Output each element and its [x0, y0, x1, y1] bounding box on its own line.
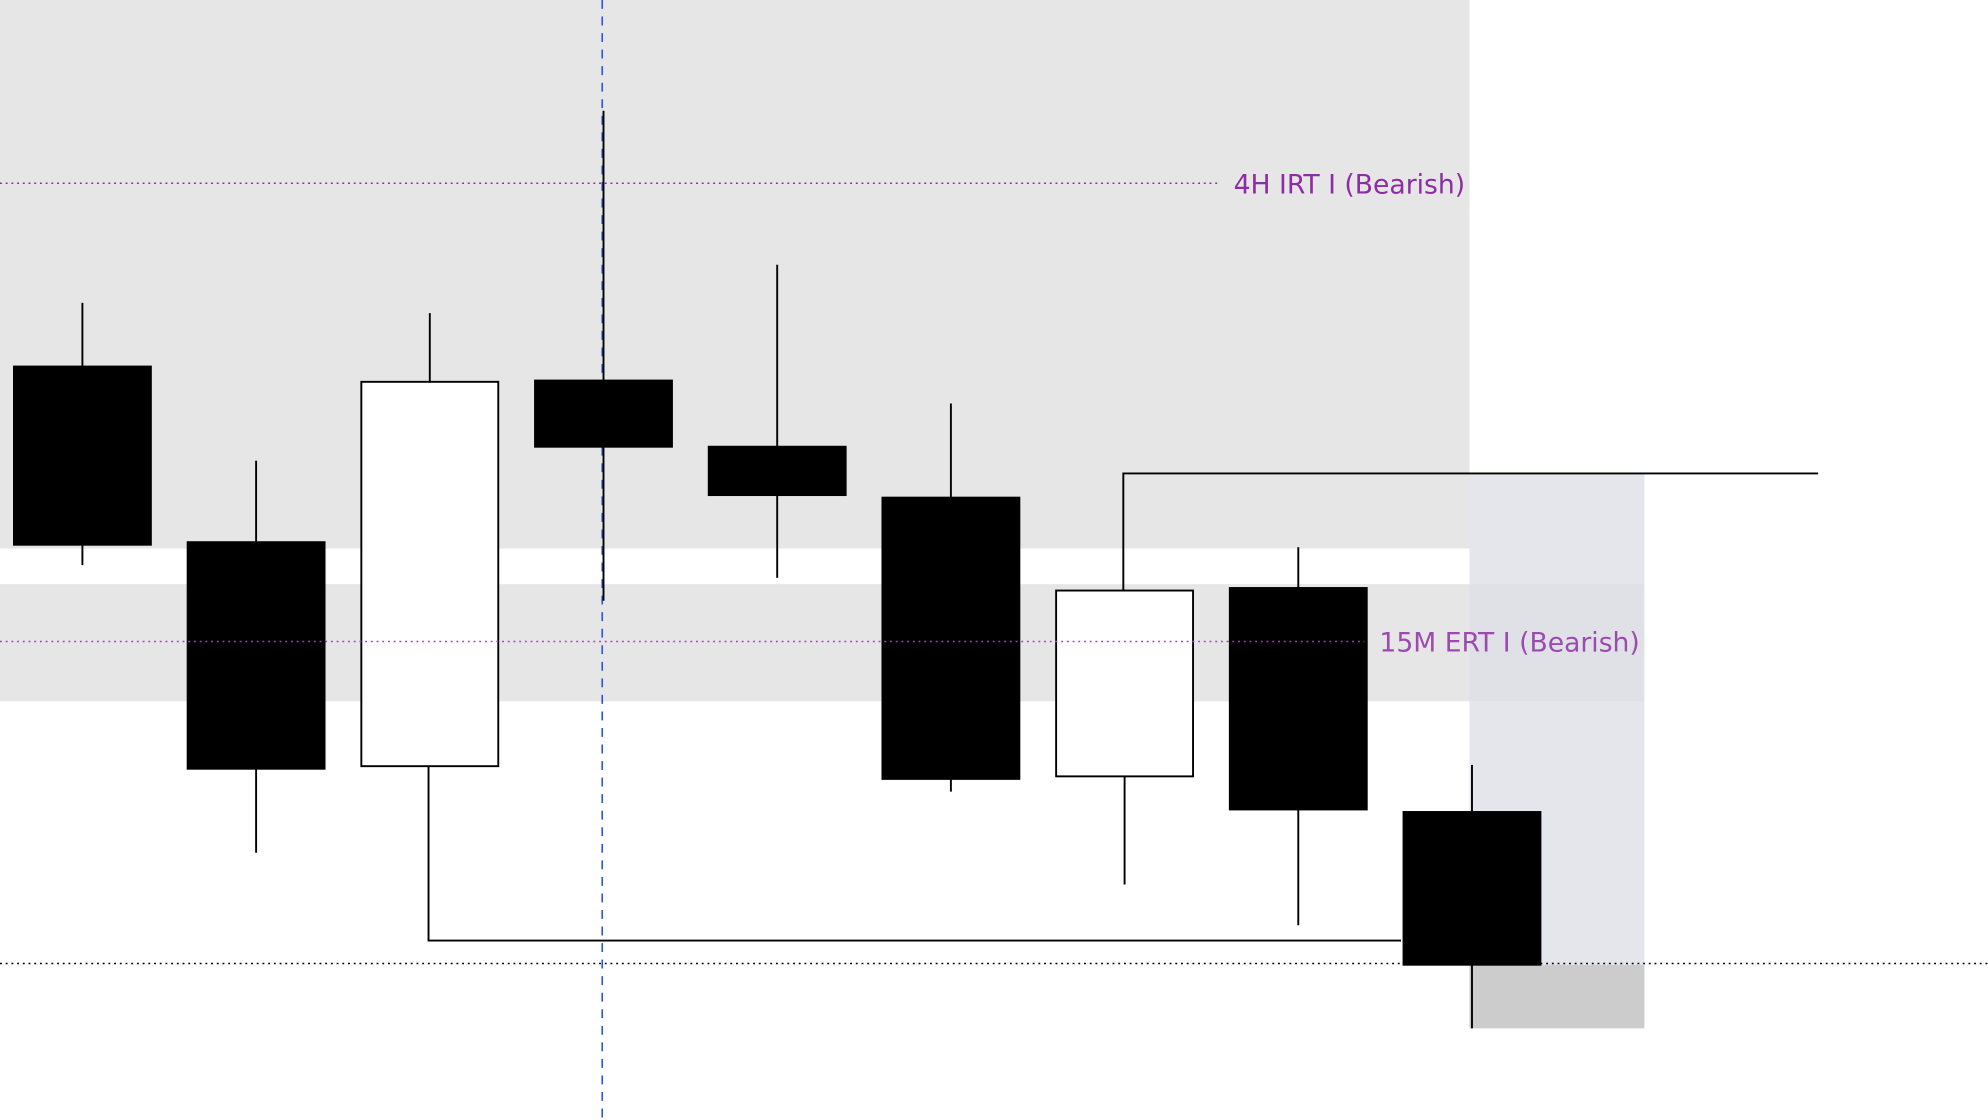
candle-body — [186, 541, 326, 770]
candle-body — [1055, 589, 1195, 778]
level-label: 4H IRT I (Bearish) — [1234, 169, 1466, 200]
candle-body — [1402, 811, 1542, 966]
candle-body — [12, 365, 152, 546]
candle-body — [881, 496, 1021, 780]
position-zone — [1469, 964, 1645, 1029]
candles — [12, 110, 1542, 1029]
bracket-line — [427, 766, 1401, 942]
candle-body — [360, 380, 500, 768]
level-label: 15M ERT I (Bearish) — [1379, 627, 1639, 658]
candle-body — [534, 379, 673, 448]
bracket-line — [1122, 472, 1819, 591]
candle-body — [707, 445, 847, 497]
candle-body — [1228, 587, 1368, 811]
